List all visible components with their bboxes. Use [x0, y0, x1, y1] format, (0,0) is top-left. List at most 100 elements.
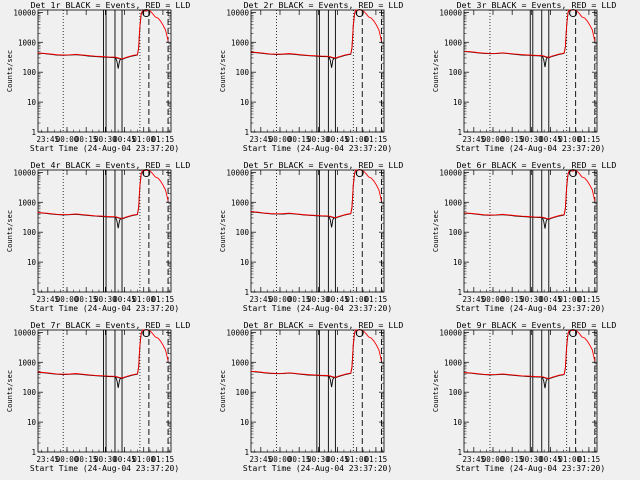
detector-panel-8r: Det 8r BLACK = Events, RED = LLD 1 10 100 10…	[219, 320, 404, 473]
x-tick-label: 00:15	[288, 295, 311, 304]
y-tick-label: 10	[240, 98, 250, 107]
detector-panel-6r: Det 6r BLACK = Events, RED = LLD 1 10 100 10…	[432, 160, 616, 313]
x-tick-label: 01:15	[152, 295, 175, 304]
peak-marker	[142, 329, 151, 337]
y-tick-label: 10000	[226, 328, 249, 337]
plot-frame	[250, 329, 385, 453]
plot-frame	[37, 169, 172, 293]
x-tick-label: 01:00	[345, 135, 368, 144]
x-tick-label: 00:45	[326, 295, 349, 304]
lld-series-line	[250, 169, 361, 219]
x-tick-label: 01:00	[558, 455, 581, 464]
x-tick-label: 01:15	[578, 455, 601, 464]
lld-series-line	[37, 169, 148, 219]
events-series-line	[250, 169, 361, 219]
x-tick-label: 00:15	[75, 135, 98, 144]
lld-tail-line	[147, 9, 169, 42]
x-tick-label: 01:15	[152, 455, 175, 464]
events-series-line	[37, 10, 148, 60]
x-tick-label: 00:30	[520, 295, 543, 304]
plot-frame	[37, 329, 172, 453]
x-tick-label: 23:45	[463, 295, 486, 304]
x-axis-label: Start Time (24-Aug-04 23:37:20)	[243, 304, 392, 313]
peak-marker	[355, 329, 364, 337]
x-tick-label: 00:15	[288, 135, 311, 144]
x-tick-label: 01:15	[365, 135, 388, 144]
x-tick-label: 00:30	[520, 455, 543, 464]
peak-marker	[569, 169, 578, 177]
x-tick-label: 00:15	[501, 295, 524, 304]
lld-tail-line	[147, 329, 169, 362]
y-tick-label: 100	[22, 68, 36, 77]
y-tick-label: 10000	[226, 8, 249, 17]
lld-series-line	[37, 329, 148, 379]
x-tick-label: 01:00	[345, 455, 368, 464]
events-series-line	[464, 170, 575, 220]
events-dip-line	[115, 376, 122, 388]
x-tick-label: 00:15	[501, 455, 524, 464]
x-axis-label: Start Time (24-Aug-04 23:37:20)	[243, 464, 392, 473]
y-axis-label: Counts/sec	[219, 210, 227, 252]
y-axis-label: Counts/sec	[432, 370, 440, 412]
x-tick-label: 00:45	[113, 135, 136, 144]
y-tick-label: 10	[240, 418, 250, 427]
events-dip-line	[541, 217, 548, 229]
panel-title: Det 8r BLACK = Events, RED = LLD	[244, 320, 404, 330]
y-tick-label: 10000	[13, 8, 36, 17]
panel-title: Det 1r BLACK = Events, RED = LLD	[31, 0, 191, 10]
x-tick-label: 00:00	[269, 295, 292, 304]
y-tick-label: 1000	[444, 38, 463, 47]
x-tick-label: 00:00	[482, 135, 505, 144]
peak-marker	[569, 9, 578, 17]
y-tick-label: 1	[244, 128, 249, 137]
events-series-line	[464, 9, 575, 59]
lld-series-line	[464, 9, 575, 58]
x-tick-label: 01:00	[132, 295, 155, 304]
panel-title: Det 5r BLACK = Events, RED = LLD	[244, 160, 404, 170]
lld-tail-line	[360, 9, 382, 42]
x-axis-label: Start Time (24-Aug-04 23:37:20)	[30, 464, 179, 473]
y-tick-label: 100	[448, 68, 462, 77]
y-tick-label: 10000	[439, 168, 462, 177]
events-dip-line	[115, 217, 122, 229]
y-tick-label: 10	[240, 258, 250, 267]
x-tick-label: 00:00	[56, 295, 79, 304]
x-tick-label: 23:45	[37, 295, 60, 304]
y-axis-label: Counts/sec	[6, 370, 14, 412]
peak-marker	[142, 9, 151, 17]
y-tick-label: 10000	[439, 8, 462, 17]
y-tick-label: 10	[453, 258, 463, 267]
x-tick-label: 01:15	[578, 295, 601, 304]
y-tick-label: 10	[453, 98, 463, 107]
x-axis-label: Start Time (24-Aug-04 23:37:20)	[456, 144, 605, 153]
events-series-line	[250, 329, 361, 379]
x-tick-label: 00:15	[75, 295, 98, 304]
x-tick-label: 00:45	[539, 295, 562, 304]
x-tick-label: 23:45	[37, 135, 60, 144]
panel-title: Det 3r BLACK = Events, RED = LLD	[457, 0, 617, 10]
events-dip-line	[328, 376, 335, 388]
x-tick-label: 00:00	[482, 455, 505, 464]
x-axis-label: Start Time (24-Aug-04 23:37:20)	[30, 144, 179, 153]
y-tick-label: 10	[27, 98, 37, 107]
y-tick-label: 100	[448, 388, 462, 397]
y-tick-label: 100	[448, 228, 462, 237]
y-tick-label: 1000	[231, 38, 250, 47]
x-tick-label: 00:00	[482, 295, 505, 304]
x-axis-label: Start Time (24-Aug-04 23:37:20)	[30, 304, 179, 313]
y-axis-label: Counts/sec	[432, 50, 440, 92]
peak-marker	[355, 169, 364, 177]
y-tick-label: 1	[244, 288, 249, 297]
y-tick-label: 100	[235, 228, 249, 237]
x-tick-label: 01:00	[345, 295, 368, 304]
x-tick-label: 00:30	[307, 135, 330, 144]
panel-title: Det 4r BLACK = Events, RED = LLD	[31, 160, 191, 170]
x-tick-label: 23:45	[250, 135, 273, 144]
lld-series-line	[37, 10, 148, 60]
y-tick-label: 1000	[444, 198, 463, 207]
events-dip-line	[115, 57, 122, 69]
y-tick-label: 1000	[18, 38, 37, 47]
x-tick-label: 00:30	[94, 295, 117, 304]
detector-panel-5r: Det 5r BLACK = Events, RED = LLD 1 10 100 10…	[219, 160, 404, 313]
y-tick-label: 1	[457, 448, 462, 457]
